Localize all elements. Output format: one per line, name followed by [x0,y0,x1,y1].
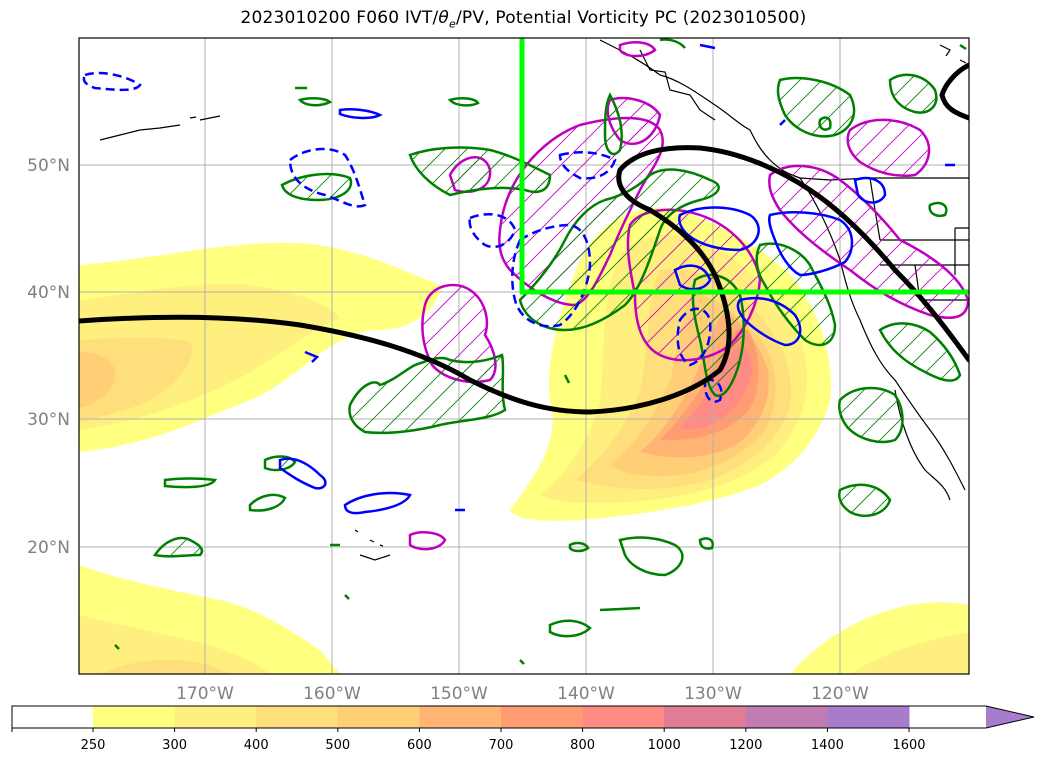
lon-label-120w: 120°W [811,684,869,704]
lon-label-130w: 130°W [684,684,742,704]
lat-label-40: 40°N [27,283,70,303]
title-theta-sub: e [449,17,456,31]
lon-label-140w: 140°W [557,684,615,704]
title-theta: θ [438,8,450,28]
longitude-labels: 170°W 160°W 150°W 140°W 130°W 120°W [176,684,869,704]
map-title: 2023010200 F060 IVT/θe/PV, Potential Vor… [0,8,1047,30]
colorbar-tick-label: 500 [325,738,350,753]
colorbar-cell [745,706,828,728]
lon-label-170w: 170°W [176,684,234,704]
colorbar-tick-label: 300 [162,738,187,753]
colorbar-tick-label: 1600 [892,738,925,753]
colorbar-tick-label: 1200 [729,738,762,753]
colorbar-cell [664,706,747,728]
colorbar-tick-label: 800 [570,738,595,753]
colorbar-tick-label: 600 [407,738,432,753]
colorbar-cell [337,706,420,728]
colorbar-cell [12,706,94,728]
jet-line [79,62,969,415]
colorbar-tick-label: 250 [81,738,106,753]
colorbar-ticks: 250 300 400 500 600 700 800 1000 1200 1400 1600 [11,728,926,753]
lon-label-160w: 160°W [303,684,361,704]
blue-contours [82,43,955,515]
colorbar-outline [11,705,1035,729]
latitude-labels: 20°N 30°N 40°N 50°N [27,156,70,558]
colorbar-cell [419,706,502,728]
colorbar-cells [12,706,910,728]
lon-label-150w: 150°W [430,684,488,704]
colorbar-cell [501,706,584,728]
title-prefix: 2023010200 F060 IVT/ [240,8,439,28]
colorbar-extend-arrow [986,706,1034,728]
target-box [519,38,969,295]
lat-label-30: 30°N [27,410,70,430]
colorbar-tick-label: 700 [489,738,514,753]
lat-label-20: 20°N [27,538,70,558]
lat-label-50: 50°N [27,156,70,176]
title-suffix: /PV, Potential Vorticity PC (2023010500) [455,8,807,28]
colorbar: 250 300 400 500 600 700 800 1000 1200 1400 1600 [11,705,1035,753]
map-frame [78,37,970,675]
colorbar-tick-label: 1400 [811,738,844,753]
colorbar-cell [93,706,176,728]
map-area [79,38,969,674]
colorbar-tick-label: 1000 [648,738,681,753]
colorbar-cell [582,706,665,728]
colorbar-tick-label: 400 [244,738,269,753]
colorbar-cell [827,706,910,728]
colorbar-cell [256,706,339,728]
colorbar-cell [174,706,257,728]
